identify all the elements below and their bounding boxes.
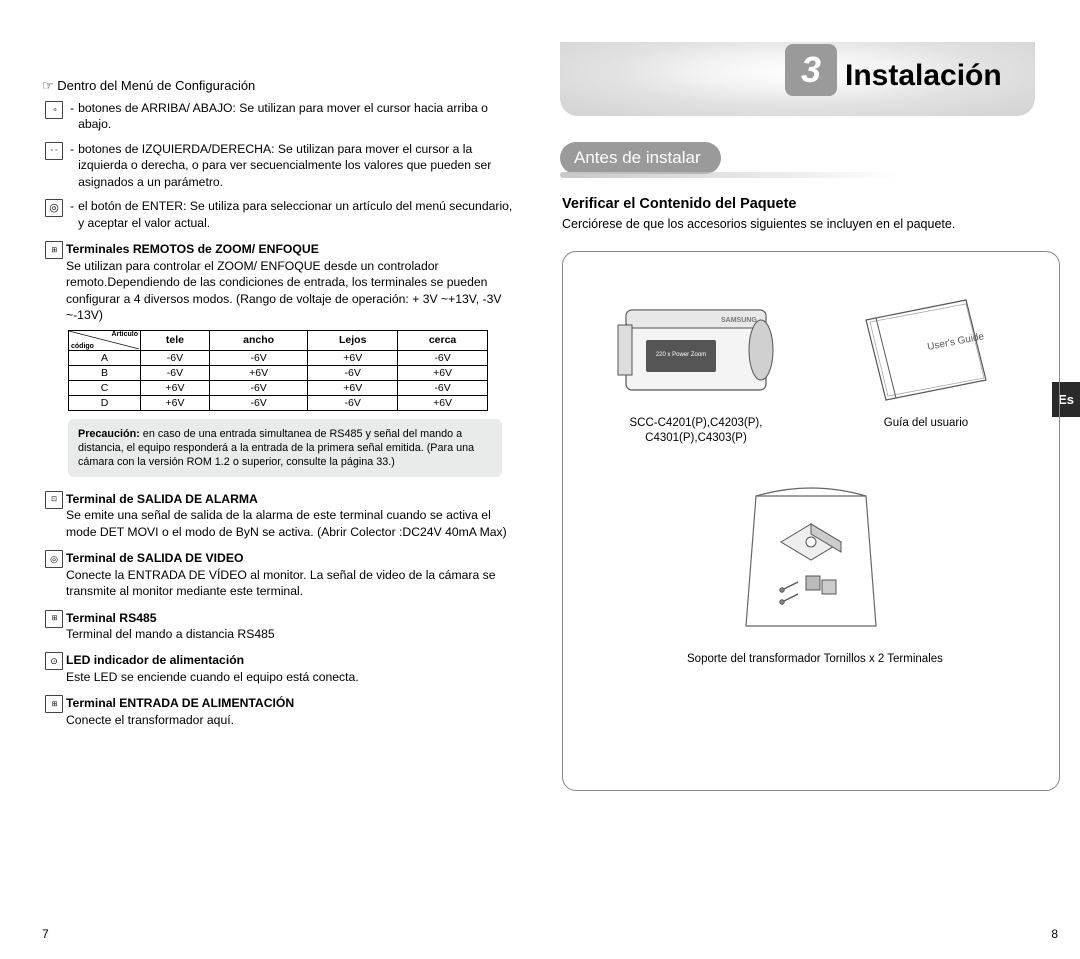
chapter-banner: 3 Instalación: [560, 24, 1062, 108]
dash: -: [66, 198, 78, 231]
dash: -: [66, 100, 78, 133]
accessories-illustration: [726, 486, 896, 646]
power-title: Terminal ENTRADA DE ALIMENTACIÓN: [66, 695, 294, 711]
remote-terminals-icon: ⊞: [42, 241, 66, 323]
precaution-box: Precaución: en caso de una entrada simul…: [68, 419, 502, 477]
camera-illustration: 220 x Power Zoom SAMSUNG: [606, 290, 786, 410]
led-icon: ⊙: [42, 652, 66, 685]
svg-text:220 x Power Zoom: 220 x Power Zoom: [656, 352, 706, 358]
th-ancho: ancho: [209, 330, 307, 350]
enter-desc: el botón de ENTER: Se utiliza para selec…: [78, 198, 520, 231]
table-row: C+6V-6V+6V-6V: [69, 380, 488, 395]
rs485-terminal-icon: ⊞: [42, 610, 66, 643]
video-title: Terminal de SALIDA DE VIDEO: [66, 550, 520, 566]
th-cerca: cerca: [398, 330, 488, 350]
rs485-title: Terminal RS485: [66, 610, 275, 626]
th-lejos: Lejos: [308, 330, 398, 350]
table-corner-item: Artículo: [112, 331, 138, 338]
remote-terminals-body: Se utilizan para controlar el ZOOM/ ENFO…: [66, 258, 520, 324]
updown-icon: [42, 100, 66, 133]
led-title: LED indicador de alimentación: [66, 652, 359, 668]
alarm-title: Terminal de SALIDA DE ALARMA: [66, 491, 520, 507]
subheader-pill: Antes de instalar: [560, 142, 721, 174]
alarm-terminal-icon: ⊡: [42, 491, 66, 540]
chapter-title: Instalación: [845, 59, 1002, 93]
chapter-number: 3: [785, 44, 837, 96]
voltage-table: código Artículo tele ancho Lejos cerca A…: [68, 330, 488, 411]
updown-desc: botones de ARRIBA/ ABAJO: Se utilizan pa…: [78, 100, 520, 133]
leftright-desc: botones de IZQUIERDA/DERECHA: Se utiliza…: [78, 141, 520, 190]
svg-text:SAMSUNG: SAMSUNG: [721, 317, 757, 324]
accessories-label: Soporte del transformador Tornillos x 2 …: [673, 652, 949, 667]
table-corner-code: código: [71, 343, 94, 350]
video-terminal-icon: ◎: [42, 550, 66, 599]
package-contents-frame: 220 x Power Zoom SAMSUNG SCC-C4201(P),C4…: [562, 251, 1060, 791]
leftright-icon: ◦ ◦: [42, 141, 66, 190]
verify-contents-heading: Verificar el Contenido del Paquete: [562, 196, 1060, 212]
video-body: Conecte la ENTRADA DE VÍDEO al monitor. …: [66, 567, 520, 600]
config-header-text: Dentro del Menú de Configuración: [57, 78, 255, 93]
precaution-label: Precaución:: [78, 428, 140, 440]
camera-label: SCC-C4201(P),C4203(P), C4301(P),C4303(P): [586, 416, 807, 446]
table-row: D+6V-6V-6V+6V: [69, 395, 488, 410]
right-page: 3 Instalación Antes de instalar Verifica…: [540, 0, 1080, 920]
th-tele: tele: [141, 330, 210, 350]
dash: -: [66, 141, 78, 190]
rs485-body: Terminal del mando a distancia RS485: [66, 626, 275, 642]
verify-contents-text: Cerciórese de que los accesorios siguien…: [562, 216, 1060, 233]
guide-label: Guía del usuario: [816, 416, 1037, 431]
enter-icon: [42, 198, 66, 231]
table-row: B-6V+6V-6V+6V: [69, 365, 488, 380]
power-body: Conecte el transformador aquí.: [66, 712, 294, 728]
page-number-left: 7: [42, 927, 49, 941]
power-terminal-icon: ⊞: [42, 695, 66, 728]
table-row: A-6V-6V+6V-6V: [69, 350, 488, 365]
led-body: Este LED se enciende cuando el equipo es…: [66, 669, 359, 685]
alarm-body: Se emite una señal de salida de la alarm…: [66, 507, 520, 540]
left-page: ☞ Dentro del Menú de Configuración - bot…: [0, 0, 540, 920]
guide-illustration: User's Guide: [851, 290, 1001, 410]
config-menu-header: ☞ Dentro del Menú de Configuración: [42, 78, 520, 94]
page-number-right: 8: [1051, 927, 1058, 941]
remote-terminals-title: Terminales REMOTOS de ZOOM/ ENFOQUE: [66, 241, 520, 257]
pointer-icon: ☞: [42, 78, 57, 93]
